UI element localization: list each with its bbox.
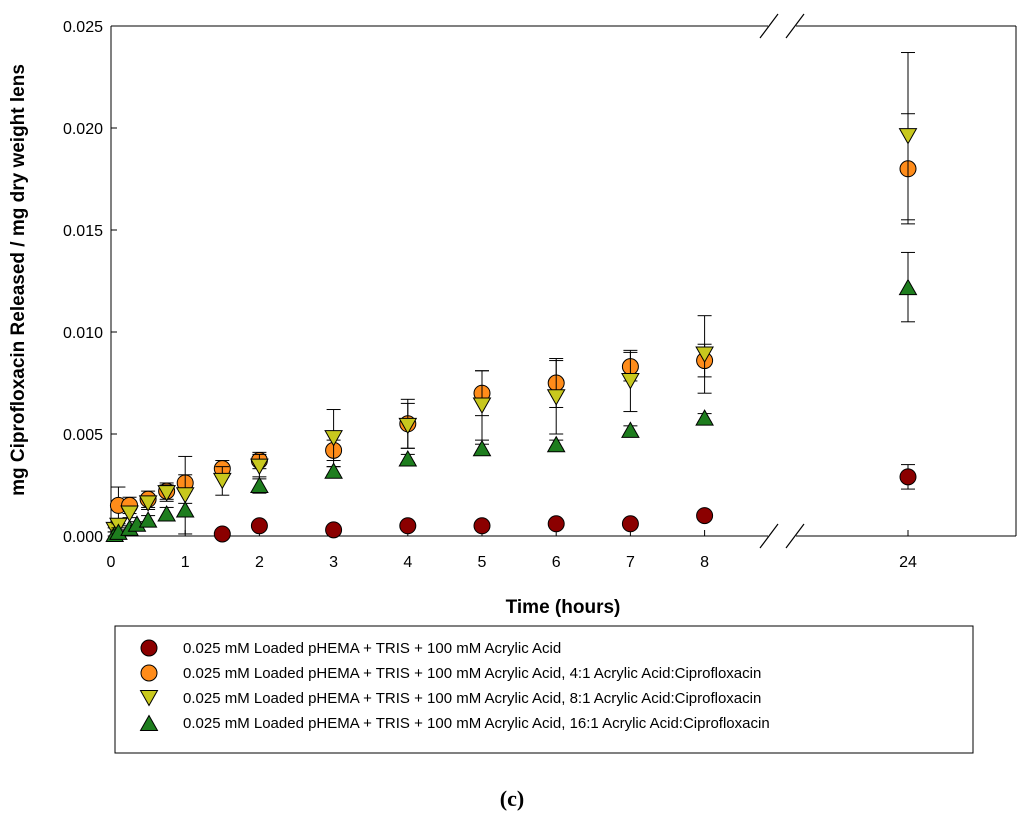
x-tick-label: 3	[329, 554, 338, 571]
series-2	[109, 113, 917, 525]
legend-label-1: 0.025 mM Loaded pHEMA + TRIS + 100 mM Ac…	[183, 640, 561, 657]
data-point	[899, 468, 917, 486]
data-point	[398, 449, 418, 467]
x-tick-label: 0	[107, 554, 116, 571]
y-tick-label: 0.010	[63, 325, 103, 342]
series-1	[213, 464, 917, 543]
data-point	[696, 507, 714, 525]
data-point	[212, 472, 232, 490]
data-point	[120, 505, 139, 523]
y-tick-label: 0.015	[63, 223, 103, 240]
legend-marker-4	[139, 714, 159, 731]
y-axis-title: mg Ciprofloxacin Released / mg dry weigh…	[8, 64, 29, 496]
data-point	[324, 430, 343, 447]
x-tick-label: 24	[899, 554, 917, 571]
data-point	[157, 505, 177, 522]
legend: 0.025 mM Loaded pHEMA + TRIS + 100 mM Ac…	[114, 625, 974, 754]
axis-break-mark-top-2	[785, 13, 805, 39]
y-tick-label: 0.005	[63, 427, 103, 444]
data-point	[621, 421, 640, 438]
data-point	[324, 462, 343, 479]
axis-break-mark-bottom-1	[759, 523, 779, 549]
data-point	[695, 346, 714, 363]
legend-box	[114, 625, 974, 754]
data-point	[621, 372, 640, 390]
y-axis-ticks: 0.000 0.005 0.010 0.015 0.020 0.025	[63, 19, 117, 546]
x-axis-ticks: 0 1 2 3 4 5 6 7 8 24	[107, 530, 917, 571]
data-point	[175, 487, 195, 504]
data-point	[213, 525, 231, 543]
data-point	[157, 485, 177, 502]
legend-marker-1	[140, 639, 158, 657]
x-tick-label: 2	[255, 554, 264, 571]
x-tick-label: 5	[478, 554, 487, 571]
data-point	[898, 278, 918, 296]
data-point	[325, 521, 343, 539]
data-point	[399, 517, 417, 535]
axis-break-mark-top-1	[759, 13, 779, 39]
data-point	[547, 515, 565, 533]
figure-caption: (c)	[500, 786, 524, 811]
x-tick-label: 8	[700, 554, 709, 571]
y-tick-label: 0.000	[63, 529, 103, 546]
series-layer	[105, 52, 918, 543]
data-point	[175, 500, 195, 518]
x-tick-label: 1	[181, 554, 190, 571]
data-point	[472, 439, 492, 457]
x-axis-title: Time (hours)	[506, 597, 621, 618]
data-point	[398, 417, 418, 435]
plot-frame	[110, 13, 1017, 549]
data-point	[546, 389, 566, 406]
data-point	[546, 435, 566, 453]
y-tick-label: 0.025	[63, 19, 103, 36]
axis-break-mark-bottom-2	[785, 523, 805, 549]
legend-marker-2	[140, 664, 158, 682]
x-tick-label: 4	[403, 554, 412, 571]
legend-label-3: 0.025 mM Loaded pHEMA + TRIS + 100 mM Ac…	[183, 690, 761, 707]
data-point	[250, 476, 269, 493]
data-point	[898, 128, 918, 145]
data-point	[621, 515, 639, 533]
data-point	[472, 397, 492, 414]
y-tick-label: 0.020	[63, 121, 103, 138]
x-tick-label: 7	[626, 554, 635, 571]
data-point	[473, 517, 491, 535]
x-tick-label: 6	[552, 554, 561, 571]
data-point	[250, 458, 269, 476]
data-point	[250, 517, 268, 535]
data-point	[695, 409, 714, 426]
legend-marker-3	[139, 690, 159, 707]
series-4	[105, 251, 918, 542]
data-point	[138, 495, 158, 512]
legend-label-2: 0.025 mM Loaded pHEMA + TRIS + 100 mM Ac…	[183, 665, 761, 682]
legend-label-4: 0.025 mM Loaded pHEMA + TRIS + 100 mM Ac…	[183, 715, 770, 732]
data-point	[138, 511, 158, 528]
